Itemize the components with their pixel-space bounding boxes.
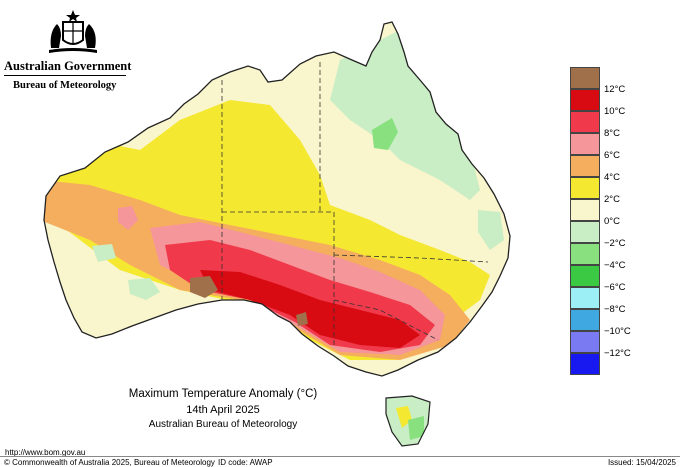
legend-swatch	[570, 199, 600, 221]
coat-of-arms-icon	[49, 10, 97, 53]
legend-label: −4°C	[604, 260, 626, 271]
legend-swatch	[570, 155, 600, 177]
legend-label: −8°C	[604, 304, 626, 315]
map-title: Maximum Temperature Anomaly (°C)	[128, 388, 318, 400]
legend-label: 6°C	[604, 150, 620, 161]
legend-swatch	[570, 111, 600, 133]
legend-label: 2°C	[604, 194, 620, 205]
legend-swatch	[570, 177, 600, 199]
australia-anomaly-map	[43, 21, 511, 447]
issued-date: Issued: 15/04/2025	[607, 458, 676, 467]
government-name: Australian Government	[4, 59, 132, 73]
id-code: ID code: AWAP	[218, 458, 273, 467]
map-date: 14th April 2025	[186, 404, 260, 416]
copyright-notice: © Commonwealth of Australia 2025, Bureau…	[4, 458, 215, 467]
legend-label: 0°C	[604, 216, 620, 227]
legend-swatch	[570, 265, 600, 287]
bureau-name: Bureau of Meteorology	[13, 80, 117, 91]
legend-swatch	[570, 133, 600, 155]
legend-swatch	[570, 243, 600, 265]
legend-swatch	[570, 331, 600, 353]
legend-swatch	[570, 89, 600, 111]
logo-divider	[4, 75, 126, 76]
legend-swatch	[570, 67, 600, 89]
legend-label: −12°C	[604, 348, 631, 359]
legend-label: 10°C	[604, 106, 626, 117]
legend-label: −6°C	[604, 282, 626, 293]
legend-label: 4°C	[604, 172, 620, 183]
legend-label: −10°C	[604, 326, 631, 337]
footer-divider	[0, 456, 680, 457]
legend-swatch	[570, 309, 600, 331]
legend-label: 8°C	[604, 128, 620, 139]
legend-label: 12°C	[604, 84, 626, 95]
legend-swatch	[570, 287, 600, 309]
legend-swatch	[570, 353, 600, 375]
website-link[interactable]: http://www.bom.gov.au	[5, 448, 86, 457]
map-source: Australian Bureau of Meteorology	[148, 419, 298, 430]
color-legend: 12°C 10°C 8°C 6°C 4°C 2°C 0°C −2°C −4°C …	[570, 67, 650, 383]
legend-swatch	[570, 221, 600, 243]
legend-label: −2°C	[604, 238, 626, 249]
